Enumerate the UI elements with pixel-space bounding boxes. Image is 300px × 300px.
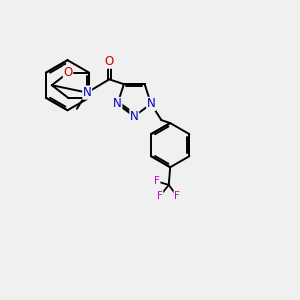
- Text: N: N: [113, 98, 122, 110]
- Text: N: N: [147, 98, 155, 110]
- Text: O: O: [63, 66, 73, 79]
- Text: O: O: [105, 55, 114, 68]
- Text: N: N: [83, 86, 92, 99]
- Text: F: F: [154, 176, 160, 186]
- Text: F: F: [157, 191, 163, 201]
- Text: N: N: [130, 110, 139, 123]
- Text: F: F: [174, 191, 180, 201]
